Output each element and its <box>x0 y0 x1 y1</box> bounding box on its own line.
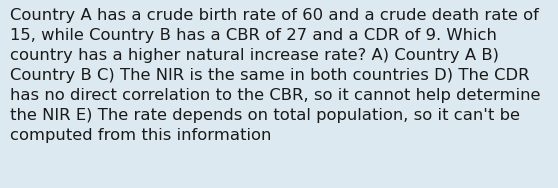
Text: Country A has a crude birth rate of 60 and a crude death rate of
15, while Count: Country A has a crude birth rate of 60 a… <box>10 8 541 143</box>
